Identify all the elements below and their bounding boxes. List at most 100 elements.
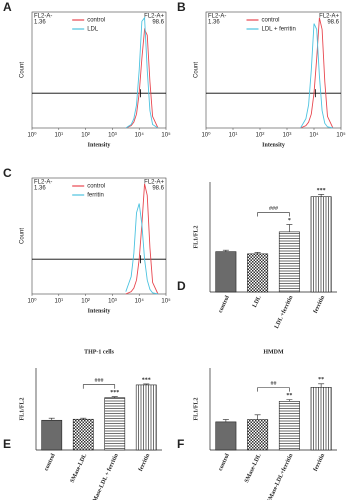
legend-label: LDL (87, 27, 99, 33)
y-axis-label: Count (194, 62, 200, 78)
error-bar (111, 396, 118, 398)
x-tick-label: 10⁴ (135, 298, 145, 305)
bar (310, 196, 332, 293)
error-bar (318, 383, 325, 388)
x-tick-label: 10³ (108, 133, 117, 139)
bracket-label: ### (95, 378, 104, 384)
bar (278, 231, 300, 293)
x-axis-label: Intensity (88, 142, 111, 148)
panel-label: B (177, 0, 186, 14)
significance-label: *** (317, 188, 326, 194)
bar (215, 421, 237, 451)
gate-left-value: 1.36 (208, 20, 220, 26)
y-axis-label: Count (20, 62, 26, 78)
bar (215, 251, 237, 293)
gate-right-label: FL2-A+ (144, 14, 164, 20)
x-axis-label: Intensity (262, 142, 285, 148)
bar (135, 384, 157, 451)
gate-left-label: FL2-A- (208, 14, 226, 20)
bracket-label: ## (271, 381, 277, 387)
x-tick-label: control (218, 295, 231, 314)
histogram-curve (300, 23, 333, 129)
panel-label: D (177, 279, 186, 293)
x-tick-label: control (218, 453, 231, 472)
bracket (82, 384, 116, 389)
plot-frame (31, 11, 167, 129)
gate-left-value: 1.36 (34, 20, 46, 26)
bar (247, 419, 269, 451)
x-tick-label: 10⁵ (336, 132, 346, 139)
legend-label: control (87, 184, 105, 190)
x-tick-label: ferritin (138, 452, 152, 472)
error-bar (222, 249, 229, 252)
significance-label: ** (286, 393, 292, 399)
error-bar (143, 383, 150, 385)
gate-right-value: 98.6 (152, 20, 164, 26)
x-tick-label: 10⁰ (201, 132, 211, 139)
x-tick-label: LDL +ferritin (274, 294, 295, 329)
gate-right-label: FL2-A+ (144, 180, 164, 186)
histogram-curve (125, 203, 159, 295)
gate-right-value: 98.6 (152, 186, 164, 192)
x-tick-label: 10⁰ (27, 132, 37, 139)
x-tick-label: 10⁴ (135, 132, 145, 139)
error-bar (254, 414, 261, 420)
x-tick-label: 10⁴ (309, 132, 319, 139)
bracket-label: ### (269, 206, 278, 212)
bar (278, 401, 300, 451)
gate-left-label: FL2-A- (34, 14, 52, 20)
significance-label: *** (110, 390, 119, 396)
bar (310, 387, 332, 451)
error-bar (286, 399, 293, 402)
x-tick-label: 10² (256, 133, 265, 139)
chart-title: THP-1 cells (84, 349, 114, 355)
panel-label: A (3, 0, 12, 14)
gate-right-label: FL2-A+ (319, 14, 339, 20)
error-bar (222, 419, 229, 422)
chart-title: HMDM (263, 349, 284, 355)
bar (104, 397, 126, 451)
histogram-curve (125, 16, 159, 129)
bracket (257, 212, 290, 217)
gate-left-label: FL2-A- (34, 180, 52, 186)
error-bar (80, 417, 87, 420)
bar (247, 253, 269, 293)
legend-label: LDL + ferritin (262, 27, 296, 33)
error-bar (318, 194, 325, 197)
panel-label: F (177, 437, 184, 451)
x-tick-label: 10⁵ (161, 132, 171, 139)
significance-label: *** (142, 377, 151, 383)
gate-left-value: 1.36 (34, 186, 46, 192)
bar (41, 419, 63, 451)
x-tick-label: 10¹ (54, 133, 63, 139)
x-tick-label: SMase-LDL (244, 453, 263, 484)
x-tick-label: SMase-LDL + ferritin (91, 452, 120, 500)
x-tick-label: 10² (81, 133, 90, 139)
panel-label: E (3, 437, 11, 451)
x-tick-label: 10⁰ (27, 298, 37, 305)
histogram-curve (125, 27, 159, 129)
x-tick-label: LDL (252, 295, 263, 309)
x-tick-label: 10³ (283, 133, 292, 139)
panel-label: C (3, 166, 12, 180)
histogram-curve (300, 17, 334, 129)
x-tick-label: control (44, 453, 57, 472)
significance-label: ** (318, 377, 324, 383)
x-axis-label: Intensity (88, 308, 111, 314)
x-tick-label: 10⁵ (161, 298, 171, 305)
error-bar (48, 417, 55, 421)
x-tick-label: 10³ (108, 299, 117, 305)
y-axis-label: FL1/FL2 (19, 397, 25, 420)
bar (72, 418, 94, 451)
legend-label: control (87, 18, 105, 24)
gate-right-value: 98.6 (327, 20, 339, 26)
y-axis-label: FL1/FL2 (193, 397, 199, 420)
significance-label: * (288, 218, 291, 224)
x-tick-label: 10¹ (229, 133, 238, 139)
y-axis-label: FL1/FL2 (193, 225, 199, 248)
plot-frame (31, 177, 167, 295)
error-bar (254, 252, 261, 254)
x-tick-label: SMase-LDL (70, 453, 89, 484)
